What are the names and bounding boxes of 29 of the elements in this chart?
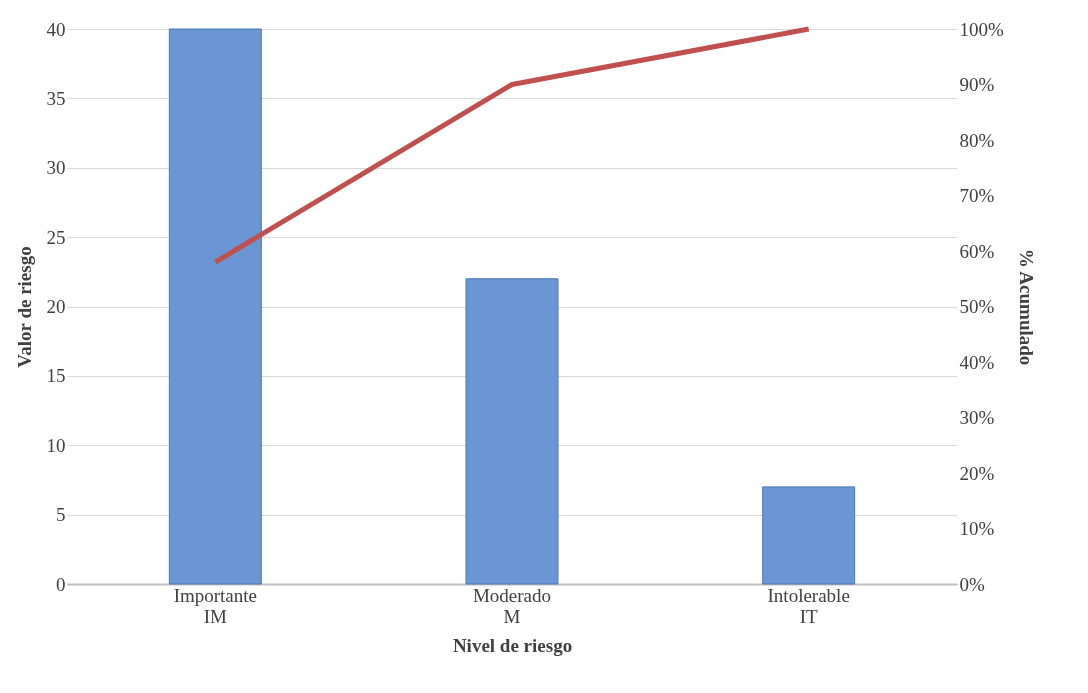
y2-tick-label: 70% <box>959 185 995 206</box>
y2-tick-label: 60% <box>959 240 995 262</box>
y2-tick-label: 10% <box>959 518 995 539</box>
x-tick-label: Intolerable IT <box>767 584 850 627</box>
y2-tick-label: 80% <box>959 129 995 151</box>
y-tick-label: 20 <box>46 296 66 317</box>
y2-tick-label: 0% <box>959 573 985 595</box>
x-tick-label: Moderado M <box>472 584 552 627</box>
y-tick-label: 35 <box>46 87 66 109</box>
y-tick-label: 15 <box>46 365 66 387</box>
y2-axis-title: % Acumulado <box>1015 248 1037 366</box>
y2-tick-label: 40% <box>959 351 995 373</box>
bar <box>465 278 559 585</box>
y2-tick-label: 30% <box>959 407 995 428</box>
y-tick-label: 40 <box>46 18 66 40</box>
y2-tick-label: 90% <box>959 74 995 95</box>
y-tick-label: 10 <box>46 434 66 456</box>
bar <box>168 28 262 585</box>
y-tick-label: 5 <box>56 504 66 526</box>
y-axis-title: Valor de riesgo <box>13 246 35 368</box>
x-tick-label: Importante IM <box>173 584 258 627</box>
y-tick-label: 0 <box>56 573 66 595</box>
y-tick-label: 25 <box>46 226 66 248</box>
bar <box>762 486 856 585</box>
y2-tick-label: 100% <box>959 18 1004 40</box>
y2-tick-label: 20% <box>959 462 995 484</box>
y-tick-label: 30 <box>46 157 66 179</box>
x-axis-title: Nivel de riesgo <box>452 634 573 656</box>
y2-tick-label: 50% <box>959 296 995 317</box>
